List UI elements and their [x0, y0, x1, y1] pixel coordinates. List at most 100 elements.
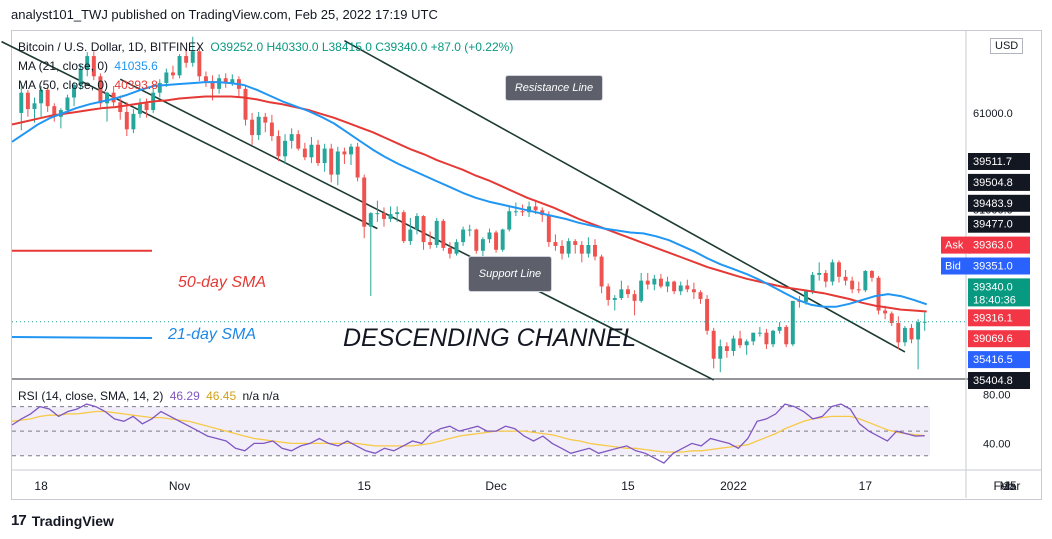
- currency-button[interactable]: USD: [990, 38, 1024, 54]
- candle-body: [408, 229, 413, 242]
- candle-body: [19, 92, 24, 113]
- candle-body: [652, 278, 657, 285]
- candle-body: [566, 241, 571, 254]
- rsi-line: [11, 403, 925, 464]
- candle-body: [447, 247, 452, 254]
- candle: [691, 282, 696, 299]
- rsi-value: 46.29: [169, 389, 200, 403]
- candle: [869, 270, 874, 282]
- candle-body: [843, 276, 848, 281]
- legend-ma50-row: MA (50, close, 0) 40393.8: [18, 78, 161, 92]
- candle-body: [276, 136, 281, 157]
- candle: [645, 272, 650, 290]
- candle-body: [395, 212, 400, 215]
- candle-body: [39, 89, 44, 104]
- candle-body: [744, 341, 749, 346]
- price-label-box: [968, 153, 1030, 170]
- candle: [461, 226, 466, 246]
- candle: [573, 239, 578, 254]
- candle-body: [131, 113, 136, 130]
- candle: [705, 295, 710, 335]
- candle: [711, 327, 716, 369]
- price-label-plain: 39477.0: [968, 215, 1030, 233]
- candle: [72, 82, 77, 107]
- candle-body: [428, 242, 433, 245]
- rsi-tick-label: 80.00: [983, 389, 1011, 401]
- candle-body: [441, 220, 446, 248]
- candle-body: [869, 271, 874, 278]
- price-label-timer: 18:40:36: [973, 294, 1016, 306]
- candle: [856, 281, 861, 294]
- candle-body: [876, 277, 881, 311]
- price-label-plain: 35404.8: [968, 372, 1030, 389]
- candle-body: [375, 213, 380, 215]
- candle-body: [138, 103, 142, 114]
- price-tick-label: 61000.0: [973, 108, 1013, 120]
- price-label-prefix: Ask: [945, 240, 964, 252]
- candle: [316, 139, 321, 166]
- candle: [276, 130, 281, 162]
- candle-body: [553, 242, 558, 246]
- candle: [441, 218, 446, 251]
- candle-body: [500, 229, 505, 250]
- candle-body: [856, 289, 861, 291]
- candle-body: [658, 278, 663, 287]
- candle: [408, 217, 413, 245]
- candle: [889, 311, 894, 326]
- time-tick-label: 15: [1003, 479, 1017, 493]
- candle-body: [177, 56, 182, 76]
- price-label-value: 35404.8: [973, 375, 1013, 387]
- descending-channel-annotation: DESCENDING CHANNEL: [343, 324, 637, 352]
- candle-body: [883, 310, 888, 314]
- candle-body: [72, 84, 77, 98]
- candle-body: [850, 280, 855, 290]
- candle-body: [698, 292, 703, 299]
- symbol-label: Bitcoin / U.S. Dollar, 1D, BITFINEX: [18, 40, 205, 54]
- candle: [579, 241, 584, 263]
- ma21-value: 41035.6: [114, 59, 158, 73]
- candle: [738, 330, 743, 349]
- published-caption: analyst101_TWJ published on TradingView.…: [11, 7, 438, 22]
- candle: [520, 204, 525, 217]
- candle: [639, 272, 644, 303]
- candle-body: [65, 97, 70, 111]
- candle: [124, 102, 129, 137]
- candle-body: [639, 280, 644, 301]
- candle: [302, 142, 307, 161]
- rsi-ma-value: 46.45: [206, 389, 237, 403]
- candle: [45, 87, 50, 112]
- candle-body: [243, 88, 248, 120]
- tradingview-logo[interactable]: 17 TradingView: [11, 512, 114, 529]
- tradingview-mark-icon: 17: [11, 512, 27, 529]
- candle-body: [474, 229, 479, 251]
- candle-body: [421, 216, 426, 243]
- price-label-value: 39511.7: [973, 156, 1012, 168]
- candle: [421, 215, 426, 250]
- candle-body: [599, 256, 604, 287]
- rsi-tick-label: 40.00: [983, 438, 1011, 450]
- candle: [843, 270, 848, 286]
- candle: [513, 202, 518, 217]
- candle-body: [124, 111, 129, 130]
- candle: [289, 128, 294, 149]
- candle: [527, 201, 532, 218]
- ohlc-values: O39252.0 H40330.0 L38415.0 C39340.0 +87.…: [210, 40, 514, 54]
- candle: [349, 143, 353, 165]
- candle: [368, 212, 373, 297]
- candle: [467, 224, 472, 237]
- candle-body: [203, 76, 208, 82]
- candle-body: [184, 56, 189, 63]
- candle: [678, 281, 683, 296]
- price-label-box: [968, 173, 1030, 191]
- candle-body: [777, 326, 782, 331]
- candle-body: [619, 289, 624, 298]
- price-label-box: [968, 309, 1030, 327]
- candle: [685, 279, 690, 293]
- candle: [105, 91, 109, 122]
- candle-body: [678, 285, 683, 292]
- candle-body: [916, 322, 921, 340]
- candle: [916, 319, 921, 370]
- candle: [546, 211, 551, 247]
- candle-body: [170, 72, 175, 76]
